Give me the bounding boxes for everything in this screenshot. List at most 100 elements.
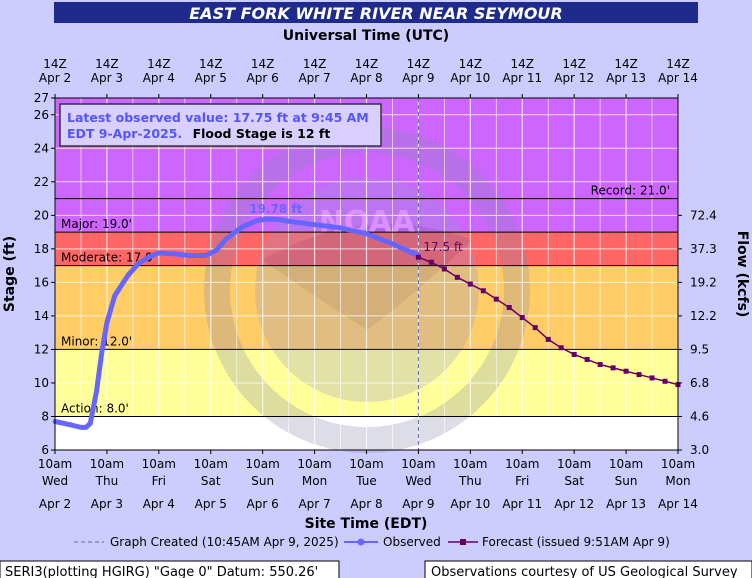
top-tick-date-4: Apr 6 (247, 71, 279, 85)
forecast-point-13 (584, 356, 590, 362)
forecast-point-2 (441, 266, 447, 272)
y2-tick-label-6: 37.3 (690, 242, 717, 256)
forecast-point-8 (519, 315, 525, 321)
x-tick-time-8: 10am (453, 457, 487, 471)
forecast-point-18 (649, 375, 655, 381)
y2-axis-title: Flow (kcfs) (734, 231, 750, 318)
legend-observed-label: Observed (383, 535, 441, 549)
forecast-point-15 (610, 365, 616, 371)
forecast-point-0 (415, 254, 421, 260)
top-tick-time-5: 14Z (303, 57, 327, 71)
y-axis-title: Stage (ft) (2, 236, 18, 312)
forecast-point-17 (636, 372, 642, 378)
y-tick-label-11: 27 (34, 91, 49, 105)
footer-right-text: Observations courtesy of US Geological S… (431, 565, 738, 578)
footer-left-text: SERI3(plotting HGIRG) "Gage 0" Datum: 55… (5, 565, 318, 578)
x-tick-date-7: Apr 9 (402, 497, 434, 511)
x-tick-weekday-5: Mon (302, 474, 327, 488)
x-tick-weekday-9: Fri (515, 474, 529, 488)
top-tick-date-3: Apr 5 (195, 71, 227, 85)
y-tick-label-6: 18 (34, 242, 49, 256)
threshold-label-1: Minor: 12.0' (61, 334, 132, 348)
peak-label: 19.78 ft (249, 202, 302, 216)
y-tick-label-3: 12 (34, 342, 49, 356)
top-tick-time-7: 14Z (407, 57, 431, 71)
x-axis-title: Site Time (EDT) (305, 516, 428, 532)
x-tick-time-7: 10am (401, 457, 435, 471)
forecast-point-7 (506, 305, 512, 311)
legend-forecast-label: Forecast (issued 9:51AM Apr 9) (482, 535, 670, 549)
title-bar (54, 2, 698, 23)
forecast-points (415, 254, 681, 388)
top-tick-date-7: Apr 9 (402, 71, 434, 85)
x-tick-date-12: Apr 14 (658, 497, 698, 511)
top-tick-date-12: Apr 14 (658, 71, 698, 85)
x-tick-date-6: Apr 8 (350, 497, 382, 511)
x-tick-date-0: Apr 2 (39, 497, 71, 511)
x-tick-weekday-2: Fri (152, 474, 166, 488)
x-tick-weekday-1: Thu (95, 474, 119, 488)
legend-forecast-marker (460, 539, 466, 545)
y2-tick-label-3: 9.5 (690, 342, 709, 356)
y2-tick-label-4: 12.2 (690, 309, 717, 323)
top-tick-time-1: 14Z (95, 57, 119, 71)
y-tick-label-0: 6 (41, 443, 49, 457)
x-tick-weekday-0: Wed (42, 474, 68, 488)
top-tick-date-8: Apr 10 (450, 71, 490, 85)
top-tick-time-10: 14Z (562, 57, 586, 71)
forecast-point-6 (493, 296, 499, 302)
top-tick-date-1: Apr 3 (91, 71, 123, 85)
axes: 6 8 10 12 14 16 18 20 22 24 26 27 3.0 4.6 6.8 9.5 12.2 19… (34, 57, 717, 511)
top-tick-time-12: 14Z (666, 57, 690, 71)
forecast-point-10 (545, 336, 551, 342)
x-tick-weekday-6: Tue (355, 474, 377, 488)
x-tick-date-2: Apr 4 (143, 497, 175, 511)
forecast-point-9 (532, 325, 538, 331)
x-tick-time-6: 10am (349, 457, 383, 471)
forecast-point-16 (623, 368, 629, 374)
info-box-line1: Latest observed value: 17.75 ft at 9:45 … (67, 110, 369, 125)
x-tick-weekday-7: Wed (405, 474, 431, 488)
current-value-label: 17.5 ft (423, 240, 463, 254)
forecast-point-3 (454, 274, 460, 280)
threshold-label-2: Moderate: 17.0' (61, 251, 156, 265)
legend-observed-marker (357, 538, 365, 546)
x-tick-date-3: Apr 5 (195, 497, 227, 511)
x-tick-weekday-11: Sun (615, 474, 638, 488)
x-tick-time-10: 10am (557, 457, 591, 471)
x-tick-time-9: 10am (505, 457, 539, 471)
forecast-point-5 (480, 288, 486, 294)
x-tick-time-4: 10am (246, 457, 280, 471)
x-tick-date-11: Apr 13 (606, 497, 646, 511)
y-tick-label-5: 16 (34, 275, 49, 289)
forecast-point-12 (571, 351, 577, 357)
x-tick-date-10: Apr 12 (554, 497, 594, 511)
x-tick-date-8: Apr 10 (450, 497, 490, 511)
y-tick-label-10: 26 (34, 108, 49, 122)
x-tick-time-2: 10am (142, 457, 176, 471)
x-tick-date-4: Apr 6 (247, 497, 279, 511)
x-tick-time-1: 10am (90, 457, 124, 471)
x-tick-weekday-10: Sat (564, 474, 584, 488)
threshold-label-3: Major: 19.0' (61, 217, 132, 231)
top-tick-date-11: Apr 13 (606, 71, 646, 85)
footer-left-box (0, 560, 340, 578)
x-tick-weekday-12: Mon (665, 474, 690, 488)
top-axis-title: Universal Time (UTC) (283, 28, 449, 44)
y-tick-label-1: 8 (41, 409, 49, 423)
x-tick-weekday-8: Thu (458, 474, 482, 488)
top-tick-date-5: Apr 7 (298, 71, 330, 85)
forecast-point-1 (428, 259, 434, 265)
top-tick-time-3: 14Z (199, 57, 223, 71)
info-box-line2: EDT 9-Apr-2025. Flood Stage is 12 ft (67, 126, 330, 141)
x-tick-time-12: 10am (661, 457, 695, 471)
legend-created-label: Graph Created (10:45AM Apr 9, 2025) (110, 535, 339, 549)
y-tick-label-4: 14 (34, 309, 49, 323)
forecast-point-14 (597, 362, 603, 368)
x-tick-time-0: 10am (38, 457, 72, 471)
info-box-line2-date: EDT 9-Apr-2025. (67, 126, 182, 141)
y-tick-label-7: 20 (34, 208, 49, 222)
x-tick-date-5: Apr 7 (298, 497, 330, 511)
legend: Graph Created (10:45AM Apr 9, 2025) Obse… (74, 535, 670, 549)
top-tick-date-0: Apr 2 (39, 71, 71, 85)
